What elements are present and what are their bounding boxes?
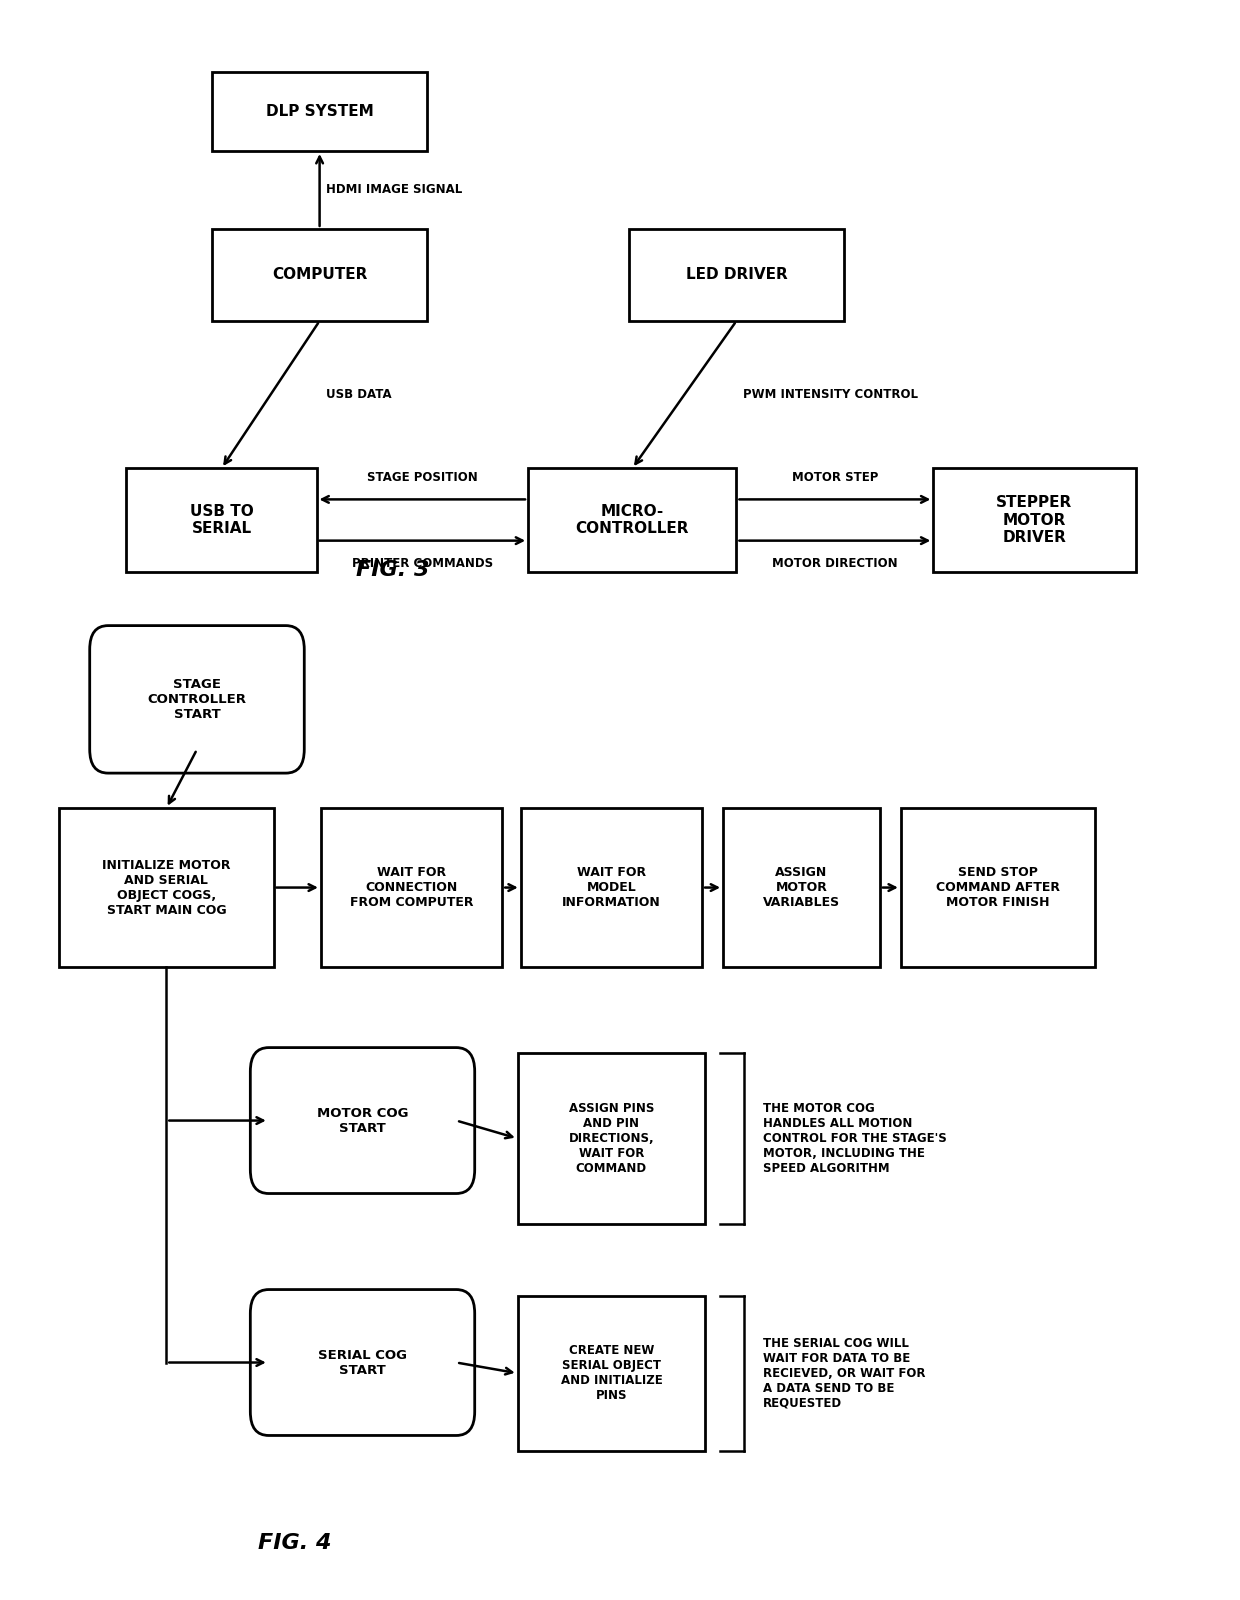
Text: ASSIGN
MOTOR
VARIABLES: ASSIGN MOTOR VARIABLES <box>763 866 839 909</box>
Text: SEND STOP
COMMAND AFTER
MOTOR FINISH: SEND STOP COMMAND AFTER MOTOR FINISH <box>936 866 1060 909</box>
FancyBboxPatch shape <box>517 1053 706 1224</box>
Text: MOTOR STEP: MOTOR STEP <box>791 470 878 483</box>
FancyBboxPatch shape <box>126 469 316 571</box>
Text: LED DRIVER: LED DRIVER <box>686 267 787 282</box>
Text: MOTOR DIRECTION: MOTOR DIRECTION <box>773 557 898 570</box>
Text: FIG. 3: FIG. 3 <box>356 560 430 581</box>
FancyBboxPatch shape <box>521 808 702 966</box>
Text: MOTOR COG
START: MOTOR COG START <box>316 1107 408 1134</box>
FancyBboxPatch shape <box>528 469 737 571</box>
FancyBboxPatch shape <box>900 808 1095 966</box>
Text: MICRO-
CONTROLLER: MICRO- CONTROLLER <box>575 504 689 536</box>
Text: HDMI IMAGE SIGNAL: HDMI IMAGE SIGNAL <box>326 184 463 197</box>
Text: ASSIGN PINS
AND PIN
DIRECTIONS,
WAIT FOR
COMMAND: ASSIGN PINS AND PIN DIRECTIONS, WAIT FOR… <box>569 1102 655 1174</box>
FancyBboxPatch shape <box>89 626 304 773</box>
Text: PRINTER COMMANDS: PRINTER COMMANDS <box>352 557 492 570</box>
Text: SERIAL COG
START: SERIAL COG START <box>317 1349 407 1376</box>
Text: FIG. 4: FIG. 4 <box>258 1533 332 1554</box>
FancyBboxPatch shape <box>250 1048 475 1194</box>
Text: STAGE POSITION: STAGE POSITION <box>367 470 477 483</box>
Text: WAIT FOR
CONNECTION
FROM COMPUTER: WAIT FOR CONNECTION FROM COMPUTER <box>350 866 474 909</box>
Text: INITIALIZE MOTOR
AND SERIAL
OBJECT COGS,
START MAIN COG: INITIALIZE MOTOR AND SERIAL OBJECT COGS,… <box>102 859 231 917</box>
FancyBboxPatch shape <box>212 229 427 322</box>
FancyBboxPatch shape <box>629 229 843 322</box>
Text: PWM INTENSITY CONTROL: PWM INTENSITY CONTROL <box>743 389 918 402</box>
FancyBboxPatch shape <box>250 1290 475 1435</box>
Text: CREATE NEW
SERIAL OBJECT
AND INITIALIZE
PINS: CREATE NEW SERIAL OBJECT AND INITIALIZE … <box>560 1344 662 1402</box>
FancyBboxPatch shape <box>934 469 1136 571</box>
FancyBboxPatch shape <box>517 1296 706 1451</box>
Text: COMPUTER: COMPUTER <box>272 267 367 282</box>
Text: WAIT FOR
MODEL
INFORMATION: WAIT FOR MODEL INFORMATION <box>562 866 661 909</box>
FancyBboxPatch shape <box>60 808 274 966</box>
Text: THE SERIAL COG WILL
WAIT FOR DATA TO BE
RECIEVED, OR WAIT FOR
A DATA SEND TO BE
: THE SERIAL COG WILL WAIT FOR DATA TO BE … <box>763 1336 925 1410</box>
Text: STEPPER
MOTOR
DRIVER: STEPPER MOTOR DRIVER <box>996 494 1073 546</box>
FancyBboxPatch shape <box>723 808 880 966</box>
Text: USB TO
SERIAL: USB TO SERIAL <box>190 504 253 536</box>
FancyBboxPatch shape <box>212 72 427 150</box>
Text: STAGE
CONTROLLER
START: STAGE CONTROLLER START <box>148 678 247 722</box>
FancyBboxPatch shape <box>321 808 502 966</box>
Text: USB DATA: USB DATA <box>326 389 392 402</box>
Text: DLP SYSTEM: DLP SYSTEM <box>265 104 373 118</box>
Text: THE MOTOR COG
HANDLES ALL MOTION
CONTROL FOR THE STAGE'S
MOTOR, INCLUDING THE
SP: THE MOTOR COG HANDLES ALL MOTION CONTROL… <box>763 1102 946 1174</box>
